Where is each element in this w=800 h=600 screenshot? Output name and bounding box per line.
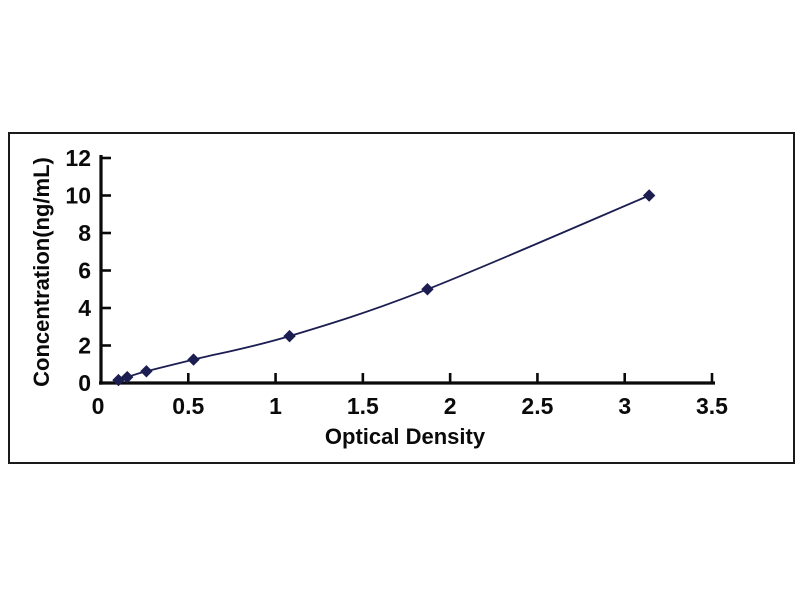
y-tick-label: 10 [65,183,91,209]
y-axis-title: Concentration(ng/mL) [29,157,54,387]
x-tick-label: 0.5 [172,393,204,419]
y-tick-label: 4 [78,295,91,321]
y-tick-label: 2 [78,333,91,359]
x-tick-label: 3.5 [696,393,728,419]
x-axis-title: Optical Density [324,424,486,449]
x-tick-label: 1.5 [347,393,379,419]
y-tick-label: 0 [78,370,91,396]
standard-curve-line [118,194,650,381]
data-point-marker [187,353,200,366]
data-point-marker [140,365,153,378]
x-tick-label: 0 [92,393,105,419]
data-point-marker [421,283,434,296]
x-tick-label: 2 [444,393,457,419]
x-tick-label: 3 [618,393,631,419]
x-tick-label: 1 [269,393,282,419]
y-tick-label: 6 [78,258,91,284]
y-tick-label: 8 [78,220,91,246]
data-point-marker [120,370,134,384]
chart-frame [8,132,795,464]
data-point-marker [642,189,656,202]
y-tick-label: 12 [65,145,91,171]
data-point-marker [283,329,296,343]
x-tick-label: 2.5 [521,393,553,419]
